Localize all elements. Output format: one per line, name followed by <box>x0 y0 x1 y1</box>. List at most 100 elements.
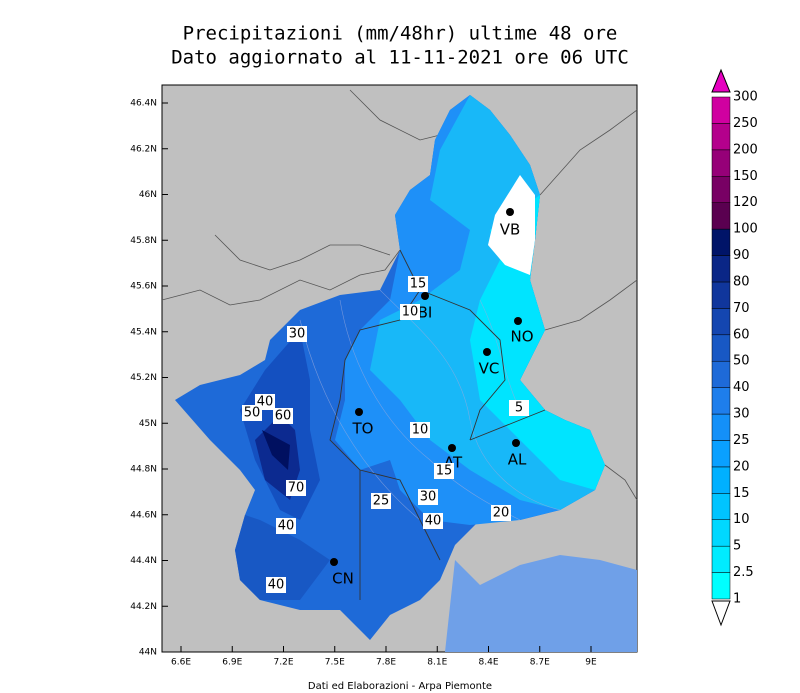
legend-swatch <box>711 519 731 547</box>
contour-label-bg <box>410 422 430 438</box>
sea <box>445 555 637 652</box>
contour-label-bg <box>423 513 443 529</box>
legend-label: 120 <box>733 195 758 210</box>
lon-label: 7.8E <box>376 658 396 668</box>
legend-label: 200 <box>733 142 758 157</box>
city-dot <box>421 292 429 300</box>
legend-label: 15 <box>733 486 750 501</box>
legend-label: 5 <box>733 539 741 554</box>
contour-label-bg <box>276 518 296 534</box>
city-dot <box>355 408 363 416</box>
legend-swatch <box>711 149 731 177</box>
lon-label: 7.2E <box>274 658 294 668</box>
borders <box>161 89 638 501</box>
contour-label: 10 <box>402 305 419 320</box>
legend-swatch <box>711 440 731 468</box>
lat-label: 44.2N <box>130 602 157 612</box>
contour-label: 70 <box>288 481 305 496</box>
contour-label: 30 <box>289 327 306 342</box>
legend-swatch <box>711 255 731 283</box>
city-dot <box>483 348 491 356</box>
city-dot <box>512 439 520 447</box>
lat-label: 46.2N <box>130 144 157 154</box>
legend-label: 2.5 <box>733 565 754 580</box>
legend-swatch <box>711 334 731 362</box>
legend-swatch <box>711 387 731 415</box>
subtitle: Dato aggiornato al 11-11-2021 ore 06 UTC <box>171 47 629 69</box>
city-label: CN <box>332 570 354 588</box>
legend-label: 30 <box>733 407 750 422</box>
lat-label: 44N <box>139 648 157 658</box>
lon-label: 8.1E <box>427 658 447 668</box>
city-label: TO <box>352 420 374 438</box>
city-dot <box>448 444 456 452</box>
contour-label: 5 <box>515 401 523 416</box>
lat-label: 45N <box>139 419 157 429</box>
contour-label: 40 <box>425 514 442 529</box>
legend-over-arrow <box>711 68 731 93</box>
legend-label: 90 <box>733 248 750 263</box>
legend-under-arrow <box>711 600 731 627</box>
contour-label: 25 <box>373 494 390 509</box>
contour-label-bg <box>418 489 438 505</box>
lat-label: 45.8N <box>130 236 157 246</box>
city-label: VC <box>479 360 500 378</box>
legend-label: 20 <box>733 459 750 474</box>
contour-label: 30 <box>420 490 437 505</box>
lon-label: 6.6E <box>171 658 191 668</box>
legend-label: 60 <box>733 327 750 342</box>
legend-label: 70 <box>733 301 750 316</box>
city-label: BI <box>418 304 433 322</box>
contour-label: 10 <box>412 423 429 438</box>
contour-label-bg <box>400 304 420 320</box>
contour-label-bg <box>242 405 262 421</box>
lat-label: 46.4N <box>130 99 157 109</box>
legend-label: 100 <box>733 222 758 237</box>
legend-label: 25 <box>733 433 750 448</box>
lon-label: 7.5E <box>325 658 345 668</box>
lat-label: 44.4N <box>130 556 157 566</box>
legend-swatch <box>711 545 731 573</box>
contour-label-bg <box>286 480 306 496</box>
contour-label: 15 <box>410 277 427 292</box>
contour-label-bg <box>434 463 454 479</box>
contour-label: 60 <box>275 409 292 424</box>
city-dot <box>506 208 514 216</box>
city-label: VB <box>500 221 521 239</box>
lon-label: 8.4E <box>479 658 499 668</box>
title: Precipitazioni (mm/48hr) ultime 48 ore <box>183 23 618 45</box>
contour-label: 50 <box>244 406 261 421</box>
legend-label: 300 <box>733 90 758 105</box>
contour-label-bg <box>408 276 428 292</box>
contour-label-bg <box>371 493 391 509</box>
legend-label: 250 <box>733 116 758 131</box>
legend-swatch <box>711 228 731 256</box>
city-dot <box>330 558 338 566</box>
lat-label: 44.6N <box>130 510 157 520</box>
lat-label: 45.2N <box>130 373 157 383</box>
lat-label: 45.4N <box>130 327 157 337</box>
contour-label-bg <box>491 505 511 521</box>
legend-swatch <box>711 466 731 494</box>
legend-swatch <box>711 281 731 309</box>
lon-label: 6.9E <box>222 658 242 668</box>
footer: Dati ed Elaborazioni - Arpa Piemonte <box>308 681 492 692</box>
legend-label: 50 <box>733 354 750 369</box>
legend-label: 1 <box>733 592 741 607</box>
legend-swatch <box>711 96 731 124</box>
legend-label: 80 <box>733 274 750 289</box>
legend-swatch <box>711 413 731 441</box>
legend-swatch <box>711 123 731 151</box>
legend-label: 40 <box>733 380 750 395</box>
contour-label-bg <box>287 326 307 342</box>
legend-swatch <box>711 308 731 336</box>
city-label: AL <box>508 451 527 469</box>
legend-label: 10 <box>733 512 750 527</box>
city-dot <box>514 317 522 325</box>
contour-label-bg <box>266 577 286 593</box>
contour-label: 15 <box>436 464 453 479</box>
legend-swatch <box>711 360 731 388</box>
lat-label: 45.6N <box>130 282 157 292</box>
contour-label-bg <box>509 400 529 416</box>
